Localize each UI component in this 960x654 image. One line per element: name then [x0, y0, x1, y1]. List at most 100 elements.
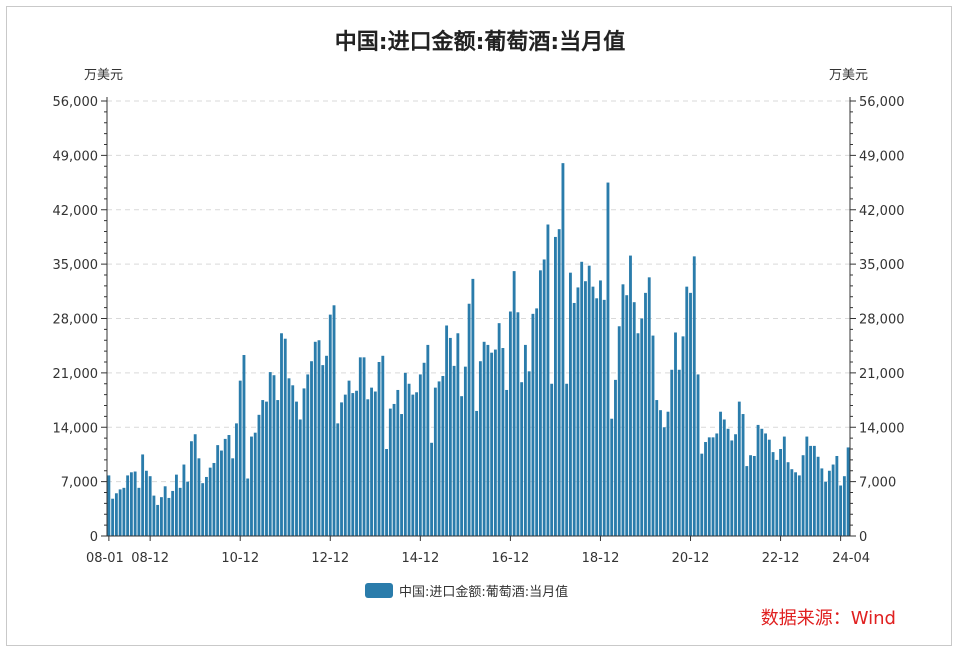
bar: [767, 439, 771, 536]
y-tick-label-right: 49,000: [859, 149, 905, 164]
bar: [178, 487, 182, 536]
bar: [403, 372, 407, 537]
y-tick-label-left: 56,000: [53, 95, 99, 110]
bar: [737, 401, 741, 536]
bar: [250, 436, 253, 536]
bar: [527, 371, 531, 536]
y-tick-label-left: 49,000: [53, 149, 99, 164]
bar: [842, 476, 846, 536]
bar: [385, 449, 388, 536]
bar: [430, 442, 434, 536]
bar: [745, 466, 749, 536]
y-tick-label-left: 7,000: [61, 476, 98, 491]
bar: [343, 394, 347, 537]
bar: [647, 277, 651, 536]
legend-label: 中国:进口金额:葡萄酒:当月值: [399, 585, 569, 600]
bar: [689, 292, 692, 536]
bar: [175, 474, 178, 536]
bar: [696, 374, 700, 536]
bar: [550, 383, 554, 536]
data-source: 数据来源：Wind: [760, 608, 896, 629]
bar: [152, 495, 156, 536]
bar: [227, 435, 231, 536]
bar: [617, 326, 621, 536]
bar: [325, 355, 328, 536]
bar: [208, 467, 212, 536]
y-tick-label-left: 35,000: [53, 258, 99, 273]
bar: [812, 445, 816, 536]
bar: [599, 280, 602, 536]
bar: [538, 270, 542, 536]
bar: [786, 462, 790, 536]
bar: [295, 401, 298, 536]
bar: [328, 314, 332, 536]
bar: [433, 387, 437, 536]
bar: [388, 408, 392, 536]
chart-frame: [6, 6, 952, 646]
bar: [186, 481, 190, 537]
bar: [205, 476, 208, 536]
bar: [306, 374, 310, 536]
x-tick-label: 18-12: [582, 551, 620, 566]
bar: [801, 455, 805, 536]
bar: [700, 453, 704, 536]
bar: [809, 445, 813, 536]
bar: [347, 380, 351, 536]
bar: [636, 333, 640, 536]
bar: [212, 462, 216, 536]
bar: [220, 450, 223, 536]
bar: [463, 366, 467, 536]
bar: [734, 434, 737, 536]
chart-legend[interactable]: 中国:进口金额:葡萄酒:当月值: [365, 581, 568, 600]
bar: [752, 455, 756, 536]
bar: [730, 440, 734, 536]
bar: [400, 414, 403, 536]
bar: [655, 400, 659, 536]
bar: [190, 441, 193, 536]
bar: [659, 410, 662, 536]
bar: [456, 333, 460, 536]
bar: [711, 437, 715, 536]
bar: [576, 287, 580, 536]
y-tick-label-left: 28,000: [53, 313, 99, 328]
y-tick-label-right: 56,000: [859, 95, 905, 110]
bar: [651, 335, 655, 536]
bar: [377, 362, 381, 536]
bar: [831, 464, 835, 536]
bar: [621, 284, 625, 536]
bar: [321, 365, 325, 536]
bar: [351, 393, 355, 536]
bar: [407, 383, 411, 536]
bar: [148, 476, 152, 536]
x-tick-label: 24-04: [832, 551, 870, 566]
bar: [111, 498, 115, 536]
bar: [418, 374, 422, 536]
bar: [242, 355, 246, 536]
bar: [685, 286, 689, 536]
bar: [141, 454, 145, 536]
bar: [118, 489, 122, 536]
x-tick-label: 16-12: [492, 551, 530, 566]
bar: [340, 402, 343, 536]
bar: [291, 385, 295, 536]
bar: [508, 311, 512, 536]
bar: [197, 458, 201, 536]
bar: [520, 382, 524, 536]
bar: [561, 163, 565, 536]
bar: [839, 485, 843, 536]
bar: [144, 470, 148, 536]
bar: [846, 447, 850, 536]
bar: [816, 456, 820, 536]
bar: [129, 472, 133, 536]
bar: [610, 418, 614, 536]
chart-title: 中国:进口金额:葡萄酒:当月值: [334, 30, 626, 55]
bar: [332, 305, 336, 536]
bar: [201, 483, 205, 536]
bar: [381, 355, 385, 536]
bar: [475, 410, 479, 536]
bar: [584, 281, 587, 536]
bar: [452, 365, 456, 536]
bar: [824, 481, 828, 537]
bar: [692, 256, 696, 536]
bar: [719, 411, 722, 536]
